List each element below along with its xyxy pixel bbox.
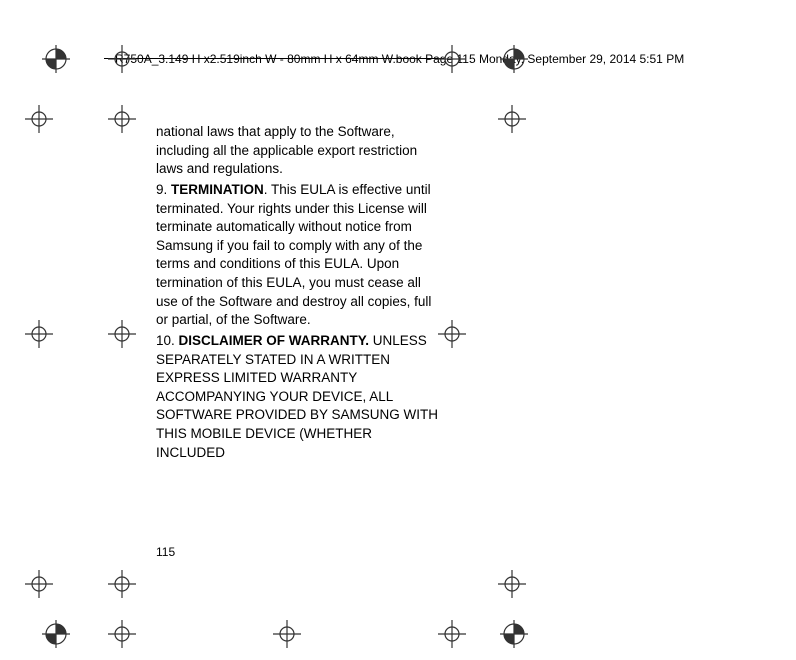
- paragraph-section-9: 9. TERMINATION. This EULA is effective u…: [156, 181, 442, 330]
- crop-mark-icon: [108, 620, 136, 648]
- crop-mark-icon: [498, 105, 526, 133]
- section9-title: TERMINATION: [171, 182, 264, 197]
- registration-mark-icon: [42, 620, 70, 648]
- header-filename-text: R750A_3.149 H x2.519inch W - 80mm H x 64…: [115, 52, 684, 66]
- section9-body: . This EULA is effective until terminate…: [156, 182, 431, 327]
- crop-mark-icon: [498, 570, 526, 598]
- paragraph-section-10: 10. DISCLAIMER OF WARRANTY. UNLESS SEPAR…: [156, 332, 442, 462]
- page-number: 115: [156, 545, 175, 559]
- crop-mark-icon: [438, 320, 466, 348]
- crop-mark-icon: [108, 45, 136, 73]
- crop-mark-icon: [438, 45, 466, 73]
- crop-mark-icon: [25, 105, 53, 133]
- section10-title: DISCLAIMER OF WARRANTY.: [179, 333, 370, 348]
- crop-mark-icon: [25, 570, 53, 598]
- registration-mark-icon: [42, 45, 70, 73]
- crop-mark-icon: [108, 570, 136, 598]
- section10-body: UNLESS SEPARATELY STATED IN A WRITTEN EX…: [156, 333, 438, 460]
- paragraph-export-laws: national laws that apply to the Software…: [156, 123, 442, 179]
- document-body-text: national laws that apply to the Software…: [156, 123, 442, 464]
- crop-mark-icon: [25, 320, 53, 348]
- crop-mark-icon: [438, 620, 466, 648]
- section9-number: 9.: [156, 182, 171, 197]
- crop-mark-icon: [273, 620, 301, 648]
- section10-number: 10.: [156, 333, 179, 348]
- crop-mark-icon: [108, 320, 136, 348]
- registration-mark-icon: [500, 45, 528, 73]
- crop-mark-icon: [108, 105, 136, 133]
- registration-mark-icon: [500, 620, 528, 648]
